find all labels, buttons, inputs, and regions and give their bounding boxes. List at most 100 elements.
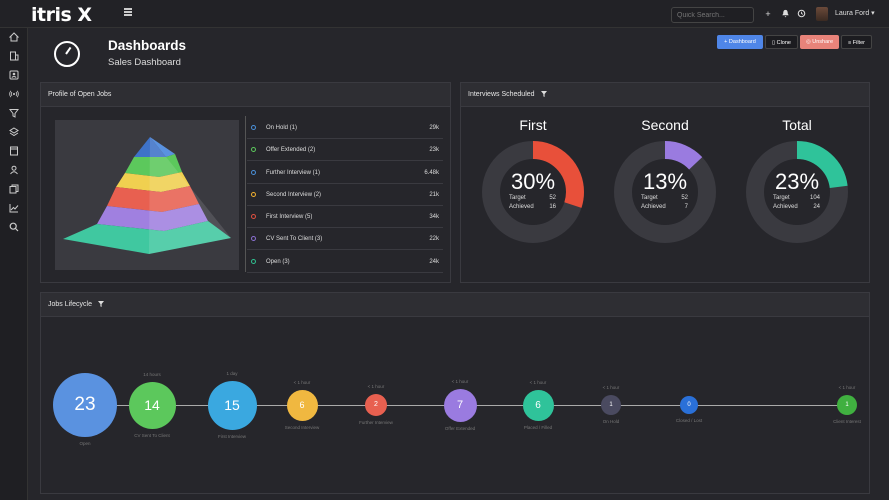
target-label: Target <box>773 195 790 201</box>
lifecycle-node[interactable]: 6 <box>286 389 318 421</box>
donut-title: First <box>519 117 547 133</box>
panel-title: Profile of Open Jobs <box>41 83 450 107</box>
donut-chart <box>482 141 584 243</box>
unshare-label: Unshare <box>812 39 834 45</box>
legend-row[interactable]: Open (3) 24k <box>247 251 443 273</box>
person-icon[interactable] <box>9 165 19 175</box>
user-avatar[interactable] <box>816 7 828 21</box>
legend-value: 22k <box>429 236 439 242</box>
legend-divider <box>245 116 246 272</box>
lifecycle-node[interactable]: 7 <box>443 388 477 422</box>
filter-icon: ≡ <box>848 40 853 46</box>
legend-row[interactable]: On Hold (1) 29k <box>247 117 443 139</box>
panel-title: Jobs Lifecycle <box>48 301 92 308</box>
legend-label: First Interview (5) <box>266 214 313 220</box>
lifecycle-node[interactable]: 14 <box>128 381 176 429</box>
legend-row[interactable]: Further Interview (1) 6.48k <box>247 162 443 184</box>
lifecycle-stage-label: On Hold <box>602 419 620 424</box>
clone-icon: ▯ <box>772 40 777 46</box>
legend-row[interactable]: Second Interview (2) 21k <box>247 184 443 206</box>
unshare-button[interactable]: ◎ Unshare <box>800 35 839 49</box>
contacts-icon[interactable] <box>9 70 19 80</box>
legend-row[interactable]: CV Sent To Client (3) 22k <box>247 228 443 250</box>
legend-value: 23k <box>429 147 439 153</box>
legend-value: 24k <box>429 259 439 265</box>
pyramid-layers <box>63 137 231 254</box>
lifecycle-stage-label: Further Interview <box>359 420 393 425</box>
document-icon[interactable] <box>9 146 19 156</box>
legend-row[interactable]: Offer Extended (2) 23k <box>247 139 443 161</box>
unshare-icon: ◎ <box>805 39 813 45</box>
lifecycle-duration: < 1 hour <box>838 385 856 390</box>
layers-icon[interactable] <box>9 127 19 137</box>
lifecycle-node[interactable]: 1 <box>601 395 621 415</box>
target-label: Target <box>641 195 658 201</box>
target-value: 104 <box>809 195 820 201</box>
building-icon[interactable] <box>9 51 19 61</box>
broadcast-icon[interactable] <box>9 89 19 99</box>
filter-icon[interactable] <box>97 301 104 307</box>
pyramid-layer <box>107 186 199 212</box>
home-icon[interactable] <box>9 32 19 42</box>
bell-icon[interactable] <box>780 9 790 19</box>
legend-dot-icon <box>251 192 256 197</box>
filter-label: Filter <box>852 40 865 46</box>
donut-percentage: 13% <box>642 169 688 194</box>
app-logo[interactable]: itris X <box>31 4 92 26</box>
legend-label: Open (3) <box>266 259 290 265</box>
lifecycle-node[interactable]: 1 <box>837 395 857 415</box>
legend-value: 34k <box>429 214 439 220</box>
achieved-value: 24 <box>813 204 820 210</box>
lifecycle-stage-label: First Interview <box>217 433 246 439</box>
clone-button[interactable]: ▯ Clone <box>765 35 798 49</box>
copy-icon[interactable] <box>9 184 19 194</box>
add-dashboard-button[interactable]: + Dashboard <box>717 35 763 49</box>
legend-value: 21k <box>429 192 439 198</box>
pyramid-layer <box>125 154 182 177</box>
lifecycle-duration: < 1 hour <box>367 384 385 389</box>
legend-label: CV Sent To Client (3) <box>266 236 323 242</box>
legend-label: Offer Extended (2) <box>266 147 316 153</box>
donut-title: Total <box>782 117 812 133</box>
user-menu[interactable]: Laura Ford ▾ <box>835 10 875 17</box>
legend-dot-icon <box>251 214 256 219</box>
achieved-label: Achieved <box>641 204 666 210</box>
quick-search-input[interactable] <box>671 7 754 23</box>
lifecycle-node[interactable]: 23 <box>53 373 117 437</box>
chart-line-icon[interactable] <box>9 203 19 213</box>
pyramid-svg <box>63 137 231 254</box>
legend-dot-icon <box>251 125 256 130</box>
pyramid-layer <box>97 204 208 231</box>
page-subtitle: Sales Dashboard <box>108 57 181 68</box>
donut-percentage: 23% <box>774 169 820 194</box>
plus-icon[interactable]: + <box>765 9 771 19</box>
panel-header: Interviews Scheduled <box>461 83 869 107</box>
funnel-icon[interactable] <box>9 108 19 118</box>
filter-icon[interactable] <box>540 91 547 97</box>
legend-label: On Hold (1) <box>266 125 298 131</box>
left-sidebar <box>0 28 28 500</box>
donut-percentage: 30% <box>510 169 556 194</box>
top-bar: itris X + Laura Ford ▾ <box>0 0 889 28</box>
lifecycle-node[interactable]: 6 <box>522 389 554 421</box>
target-value: 52 <box>681 195 688 201</box>
pyramid-chart <box>55 120 239 270</box>
history-icon[interactable] <box>796 9 806 19</box>
lifecycle-node[interactable]: 0 <box>680 396 698 414</box>
donut-arc <box>746 141 848 243</box>
lifecycle-duration: 1 day <box>226 370 238 376</box>
menu-icon[interactable] <box>124 8 132 16</box>
lifecycle-stage-label: CV Sent To Client <box>134 432 170 438</box>
lifecycle-stage-label: Second Interview <box>284 424 320 430</box>
search-icon[interactable] <box>9 222 19 232</box>
pyramid-layer <box>63 221 231 254</box>
legend-row[interactable]: First Interview (5) 34k <box>247 206 443 228</box>
lifecycle-stage-label: Client Interest <box>833 419 861 424</box>
page-title: Dashboards <box>108 38 187 53</box>
lifecycle-node[interactable]: 15 <box>207 380 257 430</box>
lifecycle-node[interactable]: 2 <box>365 394 387 416</box>
filter-button[interactable]: ≡ Filter <box>841 35 872 49</box>
achieved-label: Achieved <box>509 204 534 210</box>
lifecycle-stage-label: Offer Extended <box>444 425 476 431</box>
lifecycle-duration: < 1 hour <box>602 385 620 390</box>
